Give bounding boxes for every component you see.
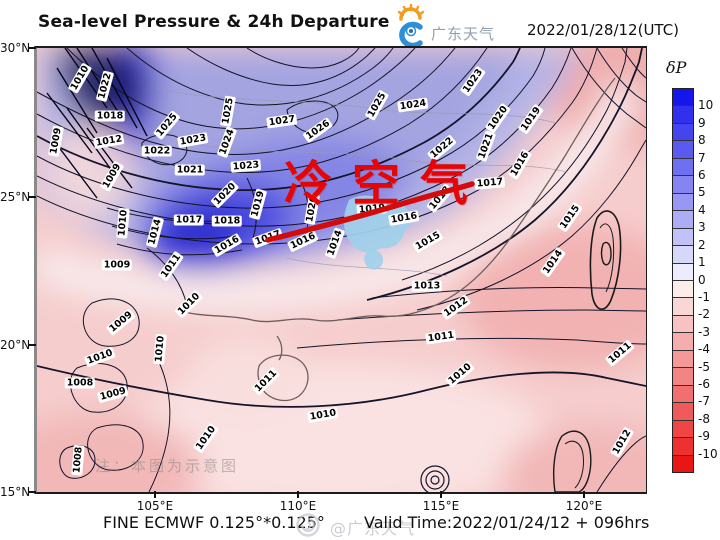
colorbar-tick-label: -2 bbox=[698, 307, 710, 322]
colorbar-cell bbox=[673, 403, 693, 421]
y-tick-mark bbox=[28, 491, 36, 493]
y-tick-mark bbox=[28, 196, 36, 198]
colorbar-cell bbox=[673, 298, 693, 316]
colorbar-tick-label: 8 bbox=[698, 133, 706, 148]
x-tick-mark bbox=[583, 491, 585, 498]
colorbar-cell bbox=[673, 385, 693, 404]
page-title: Sea-level Pressure & 24h Departure bbox=[38, 12, 390, 32]
colorbar-tick-label: -5 bbox=[698, 359, 710, 374]
colorbar-cells bbox=[672, 88, 694, 473]
y-tick-label: 25°N bbox=[0, 190, 31, 204]
colorbar-cell bbox=[673, 263, 693, 281]
run-datetime: 2022/01/28/12(UTC) bbox=[527, 21, 680, 39]
colorbar-tick-label: -6 bbox=[698, 376, 710, 391]
x-tick-label: 105°E bbox=[136, 499, 174, 513]
colorbar-title: δP bbox=[666, 58, 687, 77]
colorbar-tick-label: 1 bbox=[698, 255, 706, 270]
colorbar-tick-label: -9 bbox=[698, 429, 710, 444]
colorbar-tick-label: -10 bbox=[698, 446, 718, 461]
watermark-text: @广东天气 bbox=[330, 519, 416, 538]
colorbar-cell bbox=[673, 420, 693, 439]
colorbar-cell bbox=[673, 333, 693, 351]
colorbar-cell bbox=[673, 455, 693, 472]
colorbar-cell bbox=[673, 193, 693, 212]
colorbar-cell bbox=[673, 123, 693, 142]
watermark-swirl-icon bbox=[296, 513, 320, 537]
colorbar-cell bbox=[673, 350, 693, 369]
y-tick-label: 15°N bbox=[0, 485, 31, 499]
colorbar-tick-label: -4 bbox=[698, 342, 710, 357]
colorbar-cell bbox=[673, 438, 693, 456]
colorbar-tick-label: 2 bbox=[698, 237, 706, 252]
cold-front-line bbox=[265, 181, 475, 243]
colorbar-tick-label: -3 bbox=[698, 324, 710, 339]
colorbar-tick-label: -1 bbox=[698, 289, 710, 304]
colorbar-tick-label: 0 bbox=[698, 272, 706, 287]
logo-text: 广东天气 bbox=[431, 25, 496, 43]
colorbar-tick-label: 4 bbox=[698, 202, 706, 217]
model-resolution-text: FINE ECMWF 0.125°*0.125° bbox=[103, 513, 325, 532]
colorbar-cell bbox=[673, 280, 693, 299]
pressure-field bbox=[37, 48, 646, 492]
x-tick-label: 120°E bbox=[565, 499, 603, 513]
cold-air-annotation: 冷空气 bbox=[284, 156, 489, 212]
colorbar-tick-label: 9 bbox=[698, 115, 706, 130]
y-tick-mark bbox=[28, 47, 36, 49]
colorbar-tick-label: 5 bbox=[698, 185, 706, 200]
x-tick-label: 110°E bbox=[279, 499, 317, 513]
y-tick-label: 20°N bbox=[0, 338, 31, 352]
y-tick-label: 30°N bbox=[0, 41, 31, 55]
colorbar-tick-label: -7 bbox=[698, 394, 710, 409]
valid-time-text: Valid Time:2022/01/24/12 + 096hrs bbox=[364, 513, 650, 532]
note-watermark: 注：本图为示意图 bbox=[95, 457, 240, 475]
colorbar-cell bbox=[673, 176, 693, 194]
colorbar-cell bbox=[673, 246, 693, 264]
map-frame bbox=[34, 46, 647, 494]
x-tick-mark bbox=[440, 491, 442, 498]
typhoon-contours bbox=[420, 465, 450, 492]
colorbar-cell bbox=[673, 106, 693, 124]
colorbar-cell bbox=[673, 368, 693, 386]
colorbar-cell bbox=[673, 211, 693, 229]
colorbar-tick-label: 3 bbox=[698, 220, 706, 235]
x-tick-label: 115°E bbox=[422, 499, 460, 513]
colorbar-cell bbox=[673, 158, 693, 177]
x-tick-mark bbox=[154, 491, 156, 498]
colorbar-cell bbox=[673, 228, 693, 247]
map-field-svg bbox=[37, 48, 646, 492]
colorbar-tick-label: 6 bbox=[698, 168, 706, 183]
x-tick-mark bbox=[297, 491, 299, 498]
colorbar-cell bbox=[673, 315, 693, 334]
colorbar-cell bbox=[673, 141, 693, 159]
colorbar-tick-label: -8 bbox=[698, 411, 710, 426]
coastlines bbox=[176, 77, 622, 492]
colorbar-tick-label: 7 bbox=[698, 150, 706, 165]
gdweather-logo-icon bbox=[397, 3, 425, 49]
colorbar-cell bbox=[673, 89, 693, 107]
y-tick-mark bbox=[28, 344, 36, 346]
colorbar-tick-label: 10 bbox=[698, 98, 714, 113]
